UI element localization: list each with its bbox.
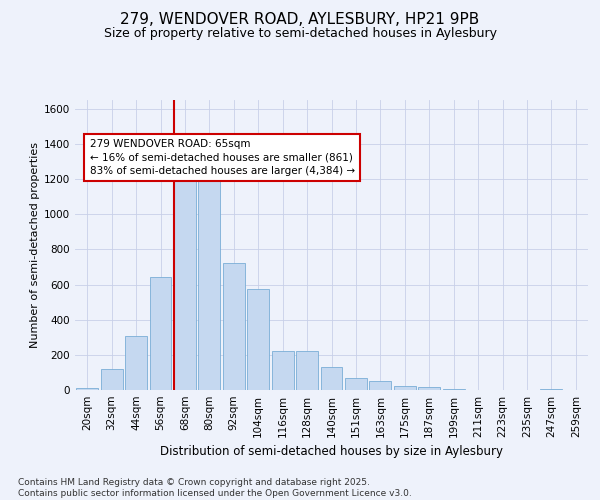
Bar	[418, 387, 440, 390]
Bar	[370, 381, 391, 390]
Text: 279, WENDOVER ROAD, AYLESBURY, HP21 9PB: 279, WENDOVER ROAD, AYLESBURY, HP21 9PB	[121, 12, 479, 28]
Bar	[174, 178, 196, 390]
Bar	[125, 336, 147, 390]
Bar	[247, 289, 269, 390]
Bar	[541, 389, 562, 390]
Text: Size of property relative to semi-detached houses in Aylesbury: Size of property relative to semi-detach…	[104, 28, 497, 40]
Bar	[76, 388, 98, 390]
Text: 279 WENDOVER ROAD: 65sqm
← 16% of semi-detached houses are smaller (861)
83% of : 279 WENDOVER ROAD: 65sqm ← 16% of semi-d…	[89, 139, 355, 175]
Bar	[199, 173, 220, 390]
Bar	[149, 276, 172, 390]
Bar	[394, 386, 416, 390]
Bar	[443, 389, 464, 390]
Bar	[272, 352, 293, 390]
Text: Contains HM Land Registry data © Crown copyright and database right 2025.
Contai: Contains HM Land Registry data © Crown c…	[18, 478, 412, 498]
Bar	[296, 352, 318, 390]
Bar	[320, 367, 343, 390]
X-axis label: Distribution of semi-detached houses by size in Aylesbury: Distribution of semi-detached houses by …	[160, 446, 503, 458]
Bar	[345, 378, 367, 390]
Bar	[223, 262, 245, 390]
Bar	[101, 369, 122, 390]
Y-axis label: Number of semi-detached properties: Number of semi-detached properties	[30, 142, 40, 348]
